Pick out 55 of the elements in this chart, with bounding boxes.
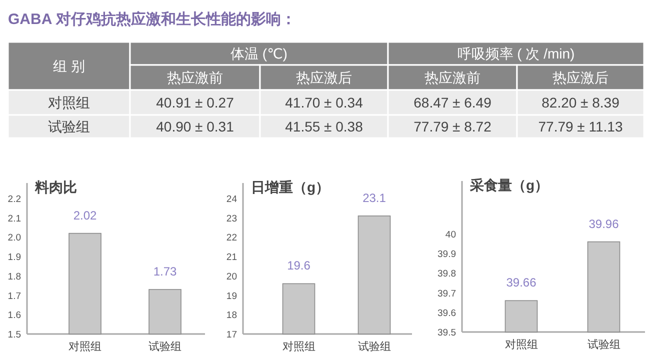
x-tick-label: 对照组 [282, 340, 316, 353]
x-tick-label: 试验组 [148, 340, 182, 353]
text: 40.91 ± 0.27 [156, 94, 234, 110]
y-tick-label: 19 [226, 290, 237, 302]
chart-title: 日增重（g） [251, 179, 330, 195]
text: 82.20 ± 8.39 [542, 94, 620, 110]
data-label: 2.02 [73, 208, 97, 222]
y-tick-label: 2.0 [8, 232, 21, 244]
y-tick-label: 40 [445, 229, 456, 240]
y-tick-label: 39.5 [438, 328, 456, 338]
y-tick-label: 1.9 [8, 252, 21, 264]
y-tick-label: 1.6 [8, 310, 21, 322]
text: 40.90 ± 0.31 [156, 118, 234, 134]
y-tick-label: 24 [226, 194, 237, 205]
y-tick-label: 2.1 [8, 213, 21, 224]
text: 组 别 [53, 58, 85, 74]
chart-title: 料肉比 [34, 179, 77, 195]
text: 呼吸频率 ( 次 /min) [457, 46, 575, 62]
y-tick-label: 1.5 [8, 330, 21, 340]
text: 68.47 ± 6.49 [414, 94, 492, 110]
text: GABA 对仔鸡抗热应激和生长性能的影响： [8, 10, 296, 28]
text: 热应激前 [424, 70, 480, 86]
data-label: 39.66 [506, 276, 537, 290]
text: 77.79 ± 11.13 [538, 118, 623, 134]
x-tick-label: 试验组 [358, 340, 391, 353]
text: 热应激后 [552, 70, 608, 86]
y-tick-label: 20 [226, 271, 237, 282]
text: 41.70 ± 0.34 [285, 94, 364, 110]
y-tick-label: 1.7 [8, 290, 21, 302]
text: 试验组 [48, 118, 90, 134]
text: 77.79 ± 8.72 [414, 118, 492, 134]
text: 热应激后 [296, 70, 352, 86]
y-tick-label: 39.8 [438, 268, 456, 280]
y-tick-label: 21 [226, 252, 237, 264]
y-tick-label: 1.8 [8, 271, 21, 282]
y-tick-label: 39.7 [438, 288, 456, 300]
y-tick-label: 22 [226, 232, 237, 244]
data-label: 39.96 [588, 216, 620, 231]
data-label: 23.1 [362, 190, 386, 205]
x-tick-label: 对照组 [504, 338, 538, 351]
y-tick-label: 39.9 [438, 249, 456, 260]
y-tick-label: 18 [226, 310, 237, 322]
y-tick-label: 39.6 [438, 308, 456, 319]
data-label: 19.6 [287, 258, 311, 273]
y-tick-label: 17 [226, 330, 237, 340]
text: 体温 (℃) [230, 46, 288, 62]
text: 热应激前 [167, 70, 223, 86]
chart-title: 采食量（g） [469, 177, 549, 193]
data-label: 1.73 [153, 264, 177, 278]
text: 对照组 [48, 94, 90, 110]
x-tick-label: 试验组 [587, 338, 620, 351]
x-tick-label: 对照组 [68, 340, 102, 353]
y-tick-label: 23 [226, 213, 237, 224]
text: 41.55 ± 0.38 [285, 118, 364, 134]
y-tick-label: 2.2 [8, 194, 21, 205]
